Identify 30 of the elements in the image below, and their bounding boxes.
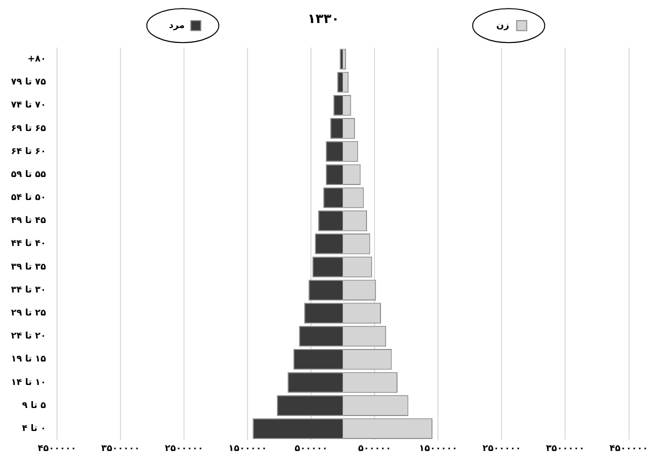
x-tick-label: ۵۰۰۰۰۰ bbox=[294, 444, 328, 454]
y-tick-label: ۳۰ تا ۳۴ bbox=[10, 285, 46, 296]
y-tick-label: ۵۰ تا ۵۴ bbox=[10, 193, 46, 204]
x-tick-label: ۳۵۰۰۰۰۰ bbox=[546, 444, 584, 454]
x-tick-label: ۲۵۰۰۰۰۰ bbox=[482, 444, 521, 454]
y-tick-label: ۵۵ تا ۵۹ bbox=[10, 170, 46, 180]
y-tick-label: ۶۵ تا ۶۹ bbox=[10, 124, 46, 134]
y-tick-label: ۵ تا ۹ bbox=[22, 400, 46, 411]
x-tick-label: ۳۵۰۰۰۰۰ bbox=[101, 444, 140, 454]
y-tick-label: ۷۵ تا ۷۹ bbox=[10, 78, 46, 88]
y-tick-label: ۷۰ تا ۷۴ bbox=[10, 100, 46, 111]
y-tick-label: ۶۰ تا ۶۴ bbox=[10, 146, 46, 157]
y-tick-label: ۱۰ تا ۱۴ bbox=[10, 378, 46, 388]
y-tick-label: ۲۵ تا ۲۹ bbox=[10, 308, 46, 319]
legend-label: زن bbox=[496, 20, 510, 31]
x-tick-label: ۱۵۰۰۰۰۰ bbox=[418, 444, 458, 454]
y-tick-label: ۱۵ تا ۱۹ bbox=[10, 354, 46, 365]
x-tick-label: ۵۰۰۰۰۰ bbox=[358, 444, 392, 454]
x-tick-label: ۴۵۰۰۰۰۰ bbox=[38, 444, 76, 454]
chart-title: ۱۳۳۰ bbox=[308, 12, 340, 28]
y-tick-label: ۲۰ تا ۲۴ bbox=[10, 332, 46, 342]
x-tick-label: ۲۵۰۰۰۰۰ bbox=[164, 444, 204, 454]
x-tick-label: ۴۵۰۰۰۰۰ bbox=[610, 444, 648, 454]
y-tick-label: ۳۵ تا ۳۹ bbox=[10, 262, 46, 272]
legend-label: مرد bbox=[168, 20, 185, 31]
y-tick-label: ۰ تا ۴ bbox=[22, 424, 46, 434]
x-tick-label: ۱۵۰۰۰۰۰ bbox=[228, 444, 267, 454]
y-tick-label: ۴۰ تا ۴۴ bbox=[10, 239, 46, 250]
y-tick-label: ۸۰+ bbox=[27, 54, 46, 64]
y-tick-label: ۴۵ تا ۴۹ bbox=[10, 216, 46, 226]
